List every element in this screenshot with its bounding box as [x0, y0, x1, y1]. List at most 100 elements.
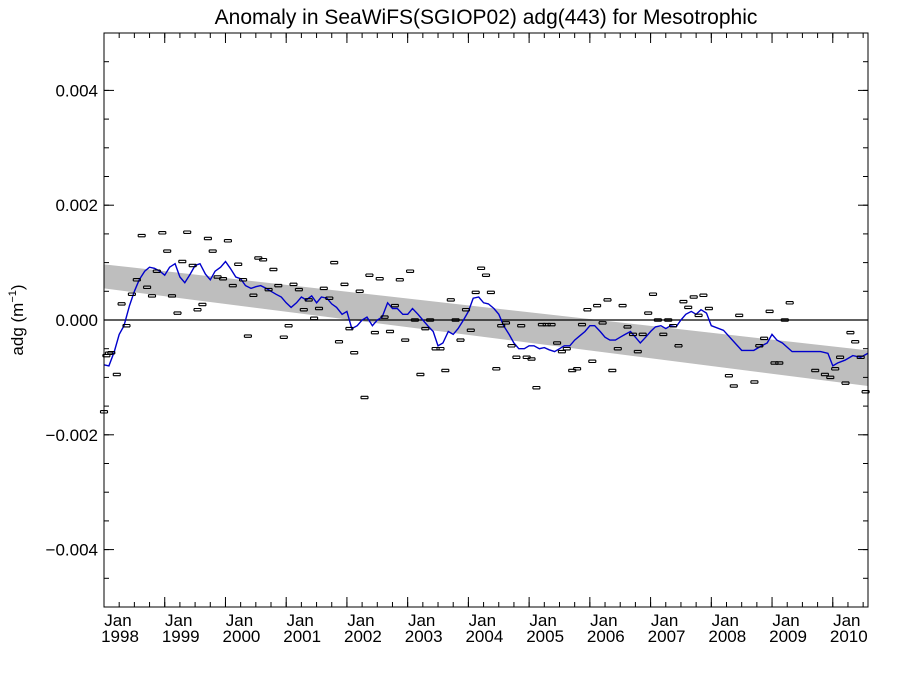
x-tick-year-3: 2001	[283, 627, 321, 646]
data-point-18	[183, 230, 192, 234]
data-point-42	[304, 298, 313, 302]
x-tick-year-0: 1998	[101, 627, 139, 646]
data-point-57	[380, 315, 389, 319]
data-point-84	[517, 323, 526, 328]
data-point-37	[279, 335, 288, 339]
data-point-88	[537, 322, 546, 327]
x-tick-year-10: 2008	[708, 627, 746, 646]
data-point-61	[401, 338, 410, 342]
data-point-54	[365, 273, 374, 277]
data-point-108	[638, 332, 647, 337]
data-point-92	[557, 349, 566, 354]
x-tick-year-4: 2002	[344, 627, 382, 646]
x-tick-year-1: 1999	[162, 627, 200, 646]
data-point-44	[314, 306, 324, 311]
data-point-96	[577, 322, 587, 327]
data-point-52	[355, 289, 364, 294]
data-point-55	[370, 330, 379, 335]
data-point-31	[249, 293, 258, 298]
x-tick-month-6: Jan	[469, 611, 496, 630]
data-point-90	[547, 322, 556, 327]
data-point-27	[228, 283, 237, 288]
x-tick-month-5: Jan	[408, 611, 435, 630]
data-point-75	[471, 290, 480, 295]
data-point-111	[653, 318, 662, 322]
data-point-35	[269, 267, 278, 272]
x-tick-month-8: Jan	[590, 611, 617, 630]
y-axis-label: adg (m−1)	[7, 284, 27, 355]
data-point-15	[167, 294, 177, 298]
data-point-78	[486, 290, 495, 295]
data-point-58	[385, 329, 395, 334]
data-point-79	[492, 367, 501, 371]
data-point-99	[593, 303, 602, 308]
data-point-40	[294, 287, 303, 292]
data-point-65	[421, 326, 430, 331]
data-point-19	[188, 263, 197, 268]
x-tick-year-2: 2000	[223, 627, 261, 646]
data-point-137	[836, 355, 845, 360]
x-tick-month-10: Jan	[712, 611, 739, 630]
data-point-95	[573, 367, 582, 371]
x-tick-year-5: 2003	[405, 627, 443, 646]
data-point-20	[193, 307, 202, 312]
data-point-112	[659, 332, 668, 337]
data-point-72	[456, 338, 465, 342]
data-point-68	[436, 346, 445, 351]
data-point-133	[811, 368, 820, 373]
data-point-97	[583, 307, 592, 312]
data-point-138	[841, 381, 850, 385]
data-point-140	[851, 340, 860, 344]
data-point-77	[481, 273, 491, 277]
data-point-24	[213, 275, 222, 279]
data-point-64	[416, 372, 425, 377]
data-point-63	[410, 318, 419, 322]
y-tick-label-4: −0.004	[46, 541, 98, 560]
data-point-94	[568, 368, 577, 373]
data-point-25	[218, 276, 228, 281]
data-point-120	[699, 293, 708, 298]
chart-title: Anomaly in SeaWiFS(SGIOP02) adg(443) for…	[215, 6, 758, 29]
data-point-116	[679, 299, 688, 304]
y-axis-label-name: adg	[8, 327, 27, 355]
data-point-41	[299, 307, 308, 312]
data-point-47	[330, 260, 339, 265]
data-point-33	[259, 257, 268, 262]
data-point-115	[674, 344, 683, 348]
data-point-114	[669, 323, 678, 328]
trend-band	[104, 264, 868, 387]
x-tick-year-11: 2009	[769, 627, 807, 646]
data-point-53	[360, 395, 369, 400]
x-tick-year-6: 2004	[465, 627, 503, 646]
data-point-122	[724, 373, 733, 378]
data-point-117	[684, 305, 693, 310]
data-point-76	[477, 266, 486, 271]
data-point-23	[208, 249, 217, 253]
data-point-32	[254, 256, 263, 260]
x-tick-year-12: 2010	[830, 627, 868, 646]
data-point-131	[780, 318, 789, 322]
y-tick-label-1: 0.002	[55, 196, 98, 215]
data-point-81	[501, 321, 511, 325]
data-point-3	[107, 350, 116, 355]
data-point-70	[446, 298, 455, 302]
data-point-82	[507, 344, 516, 348]
smooth-series-line	[103, 260, 869, 367]
data-point-141	[856, 355, 865, 360]
data-point-71	[451, 318, 460, 322]
data-point-136	[831, 367, 840, 371]
data-point-39	[289, 282, 298, 287]
data-point-124	[735, 313, 744, 318]
data-point-86	[527, 357, 536, 361]
data-point-100	[598, 321, 607, 325]
data-point-110	[648, 292, 658, 296]
data-point-119	[694, 313, 703, 318]
y-tick-label-2: 0.000	[55, 311, 98, 330]
data-point-46	[325, 296, 334, 300]
data-point-105	[623, 325, 632, 329]
data-point-50	[345, 326, 354, 331]
data-point-104	[618, 303, 627, 308]
plot-area: 0.0040.0020.000−0.002−0.004Jan1998Jan199…	[46, 32, 870, 646]
data-point-26	[223, 239, 232, 243]
